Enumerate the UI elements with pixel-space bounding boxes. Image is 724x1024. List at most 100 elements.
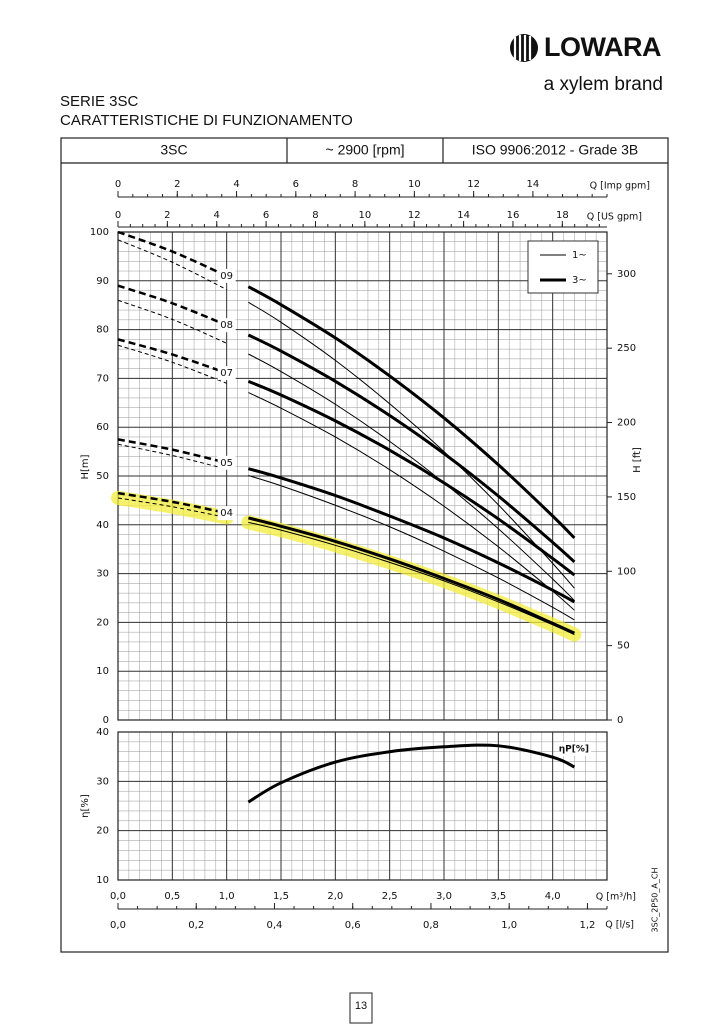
curve-3ph bbox=[247, 285, 576, 540]
y-tick-label: 90 bbox=[96, 276, 109, 287]
x-tick-label: 4,0 bbox=[545, 891, 561, 902]
axis-label: Q [l/s] bbox=[605, 920, 634, 931]
x-tick-label: 0,5 bbox=[164, 891, 180, 902]
axis-label: Q [US gpm] bbox=[587, 212, 642, 223]
x-tick-label: 10 bbox=[358, 210, 371, 221]
curve-3ph bbox=[247, 379, 576, 577]
legend-label: 1~ bbox=[572, 250, 587, 261]
x-tick-label: 0,6 bbox=[345, 920, 361, 931]
y2-tick-label: 200 bbox=[617, 418, 636, 429]
curve-1ph-dashed bbox=[117, 443, 227, 470]
plot-border bbox=[117, 731, 608, 881]
legend-box bbox=[527, 240, 599, 294]
tagline: a xylem brand bbox=[544, 74, 663, 95]
curve-3ph-dashed bbox=[117, 491, 227, 515]
x-tick-label: 4 bbox=[233, 179, 239, 190]
x-tick-label: 6 bbox=[293, 179, 299, 190]
y-tick-label: 30 bbox=[96, 569, 109, 580]
model-label: 08 bbox=[220, 320, 233, 331]
x-tick-label: 14 bbox=[527, 179, 540, 190]
series-label-bg bbox=[559, 742, 591, 756]
x-tick-label: 8 bbox=[312, 210, 318, 221]
labels: 0,0 0,5 1,0 1,5 2,0 2,5 3,0 3,5 4,00102030405060… bbox=[80, 179, 650, 931]
y2-axis-title: H [ft] bbox=[632, 447, 643, 473]
y-tick-label: 10 bbox=[96, 875, 109, 886]
x-tick-label: 1,0 bbox=[219, 891, 235, 902]
y-tick-label: 100 bbox=[90, 227, 109, 238]
curve-3ph bbox=[247, 467, 576, 604]
series-title: SERIE 3SC bbox=[60, 93, 139, 110]
y-tick-label: 40 bbox=[96, 727, 109, 738]
curve-1ph bbox=[248, 353, 575, 601]
curve-1ph-dashed bbox=[117, 299, 227, 344]
x-tick-label: 1,0 bbox=[501, 920, 517, 931]
y2-tick-label: 150 bbox=[617, 492, 636, 503]
x-tick-label: 0,2 bbox=[188, 920, 204, 931]
y2-tick-label: 100 bbox=[617, 566, 636, 577]
y-axis-title: η[%] bbox=[80, 794, 91, 818]
y-axis-title: H[m] bbox=[80, 454, 91, 479]
x-tick-label: 0,0 bbox=[110, 891, 126, 902]
x-tick-label: 0 bbox=[115, 210, 121, 221]
model-label: 07 bbox=[220, 368, 233, 379]
frame bbox=[60, 137, 669, 953]
y2-tick-label: 300 bbox=[617, 269, 636, 280]
model-label: 04 bbox=[220, 508, 233, 519]
x-tick-label: 1,5 bbox=[273, 891, 289, 902]
table-cell: ISO 9906:2012 - Grade 3B bbox=[472, 142, 639, 158]
x-tick-label: 6 bbox=[263, 210, 269, 221]
y-tick-label: 20 bbox=[96, 617, 109, 628]
curve-3ph-dashed bbox=[117, 230, 228, 278]
y-tick-label: 0 bbox=[103, 715, 109, 726]
x-tick-label: 10 bbox=[408, 179, 421, 190]
logo-stripes bbox=[513, 35, 532, 61]
y-tick-label: 70 bbox=[96, 373, 109, 384]
legend-label: 3~ bbox=[572, 275, 587, 286]
table-cell: 3SC bbox=[160, 142, 187, 158]
curve-1ph-dashed bbox=[117, 344, 227, 384]
x-tick-label: 14 bbox=[457, 210, 470, 221]
x-tick-label: 8 bbox=[352, 179, 358, 190]
y-tick-label: 50 bbox=[96, 471, 109, 482]
y-tick-label: 80 bbox=[96, 325, 109, 336]
x-tick-label: 0,8 bbox=[423, 920, 439, 931]
x-tick-label: 3,5 bbox=[490, 891, 506, 902]
x-tick-label: 2,5 bbox=[382, 891, 398, 902]
model-label-bg bbox=[217, 318, 236, 333]
y-tick-label: 20 bbox=[96, 826, 109, 837]
curve-3ph bbox=[247, 333, 576, 564]
x-tick-label: 2 bbox=[164, 210, 170, 221]
x-tick-label: 3,0 bbox=[436, 891, 452, 902]
x-tick-label: 12 bbox=[467, 179, 480, 190]
marks bbox=[111, 230, 582, 804]
curve-1ph-dashed bbox=[117, 497, 227, 518]
efficiency-curve bbox=[247, 743, 576, 804]
x-tick-label: 16 bbox=[507, 210, 520, 221]
side-code: 3SC_2P50_A_CH bbox=[651, 868, 660, 933]
curve-1ph bbox=[248, 475, 575, 621]
subtitle: CARATTERISTICHE DI FUNZIONAMENTO bbox=[60, 112, 353, 129]
curve-1ph bbox=[248, 301, 575, 589]
curve-3ph-dashed bbox=[117, 438, 227, 465]
y-tick-label: 40 bbox=[96, 520, 109, 531]
x-tick-label: 2,0 bbox=[327, 891, 343, 902]
axis-label: Q [Imp gpm] bbox=[590, 181, 650, 192]
curve-3ph bbox=[248, 516, 576, 635]
model-label-bg bbox=[217, 506, 236, 521]
model-label-bg bbox=[217, 268, 236, 283]
plot-border bbox=[117, 231, 608, 721]
logo bbox=[510, 34, 538, 62]
x-tick-label: 0 bbox=[115, 179, 121, 190]
series-label: ηP[%] bbox=[559, 745, 589, 755]
page-number: 13 bbox=[355, 1000, 367, 1012]
curve-1ph-dashed bbox=[117, 239, 227, 291]
model-label: 05 bbox=[220, 458, 233, 469]
model-label-bg bbox=[217, 366, 236, 381]
curve-3ph-dashed bbox=[117, 338, 228, 375]
model-label: 09 bbox=[220, 271, 233, 282]
y2-tick-label: 250 bbox=[617, 343, 636, 354]
x-tick-label: 2 bbox=[174, 179, 180, 190]
axis-label: Q [m³/h] bbox=[596, 892, 636, 903]
y-tick-label: 60 bbox=[96, 422, 109, 433]
x-tick-label: 1,2 bbox=[579, 920, 595, 931]
